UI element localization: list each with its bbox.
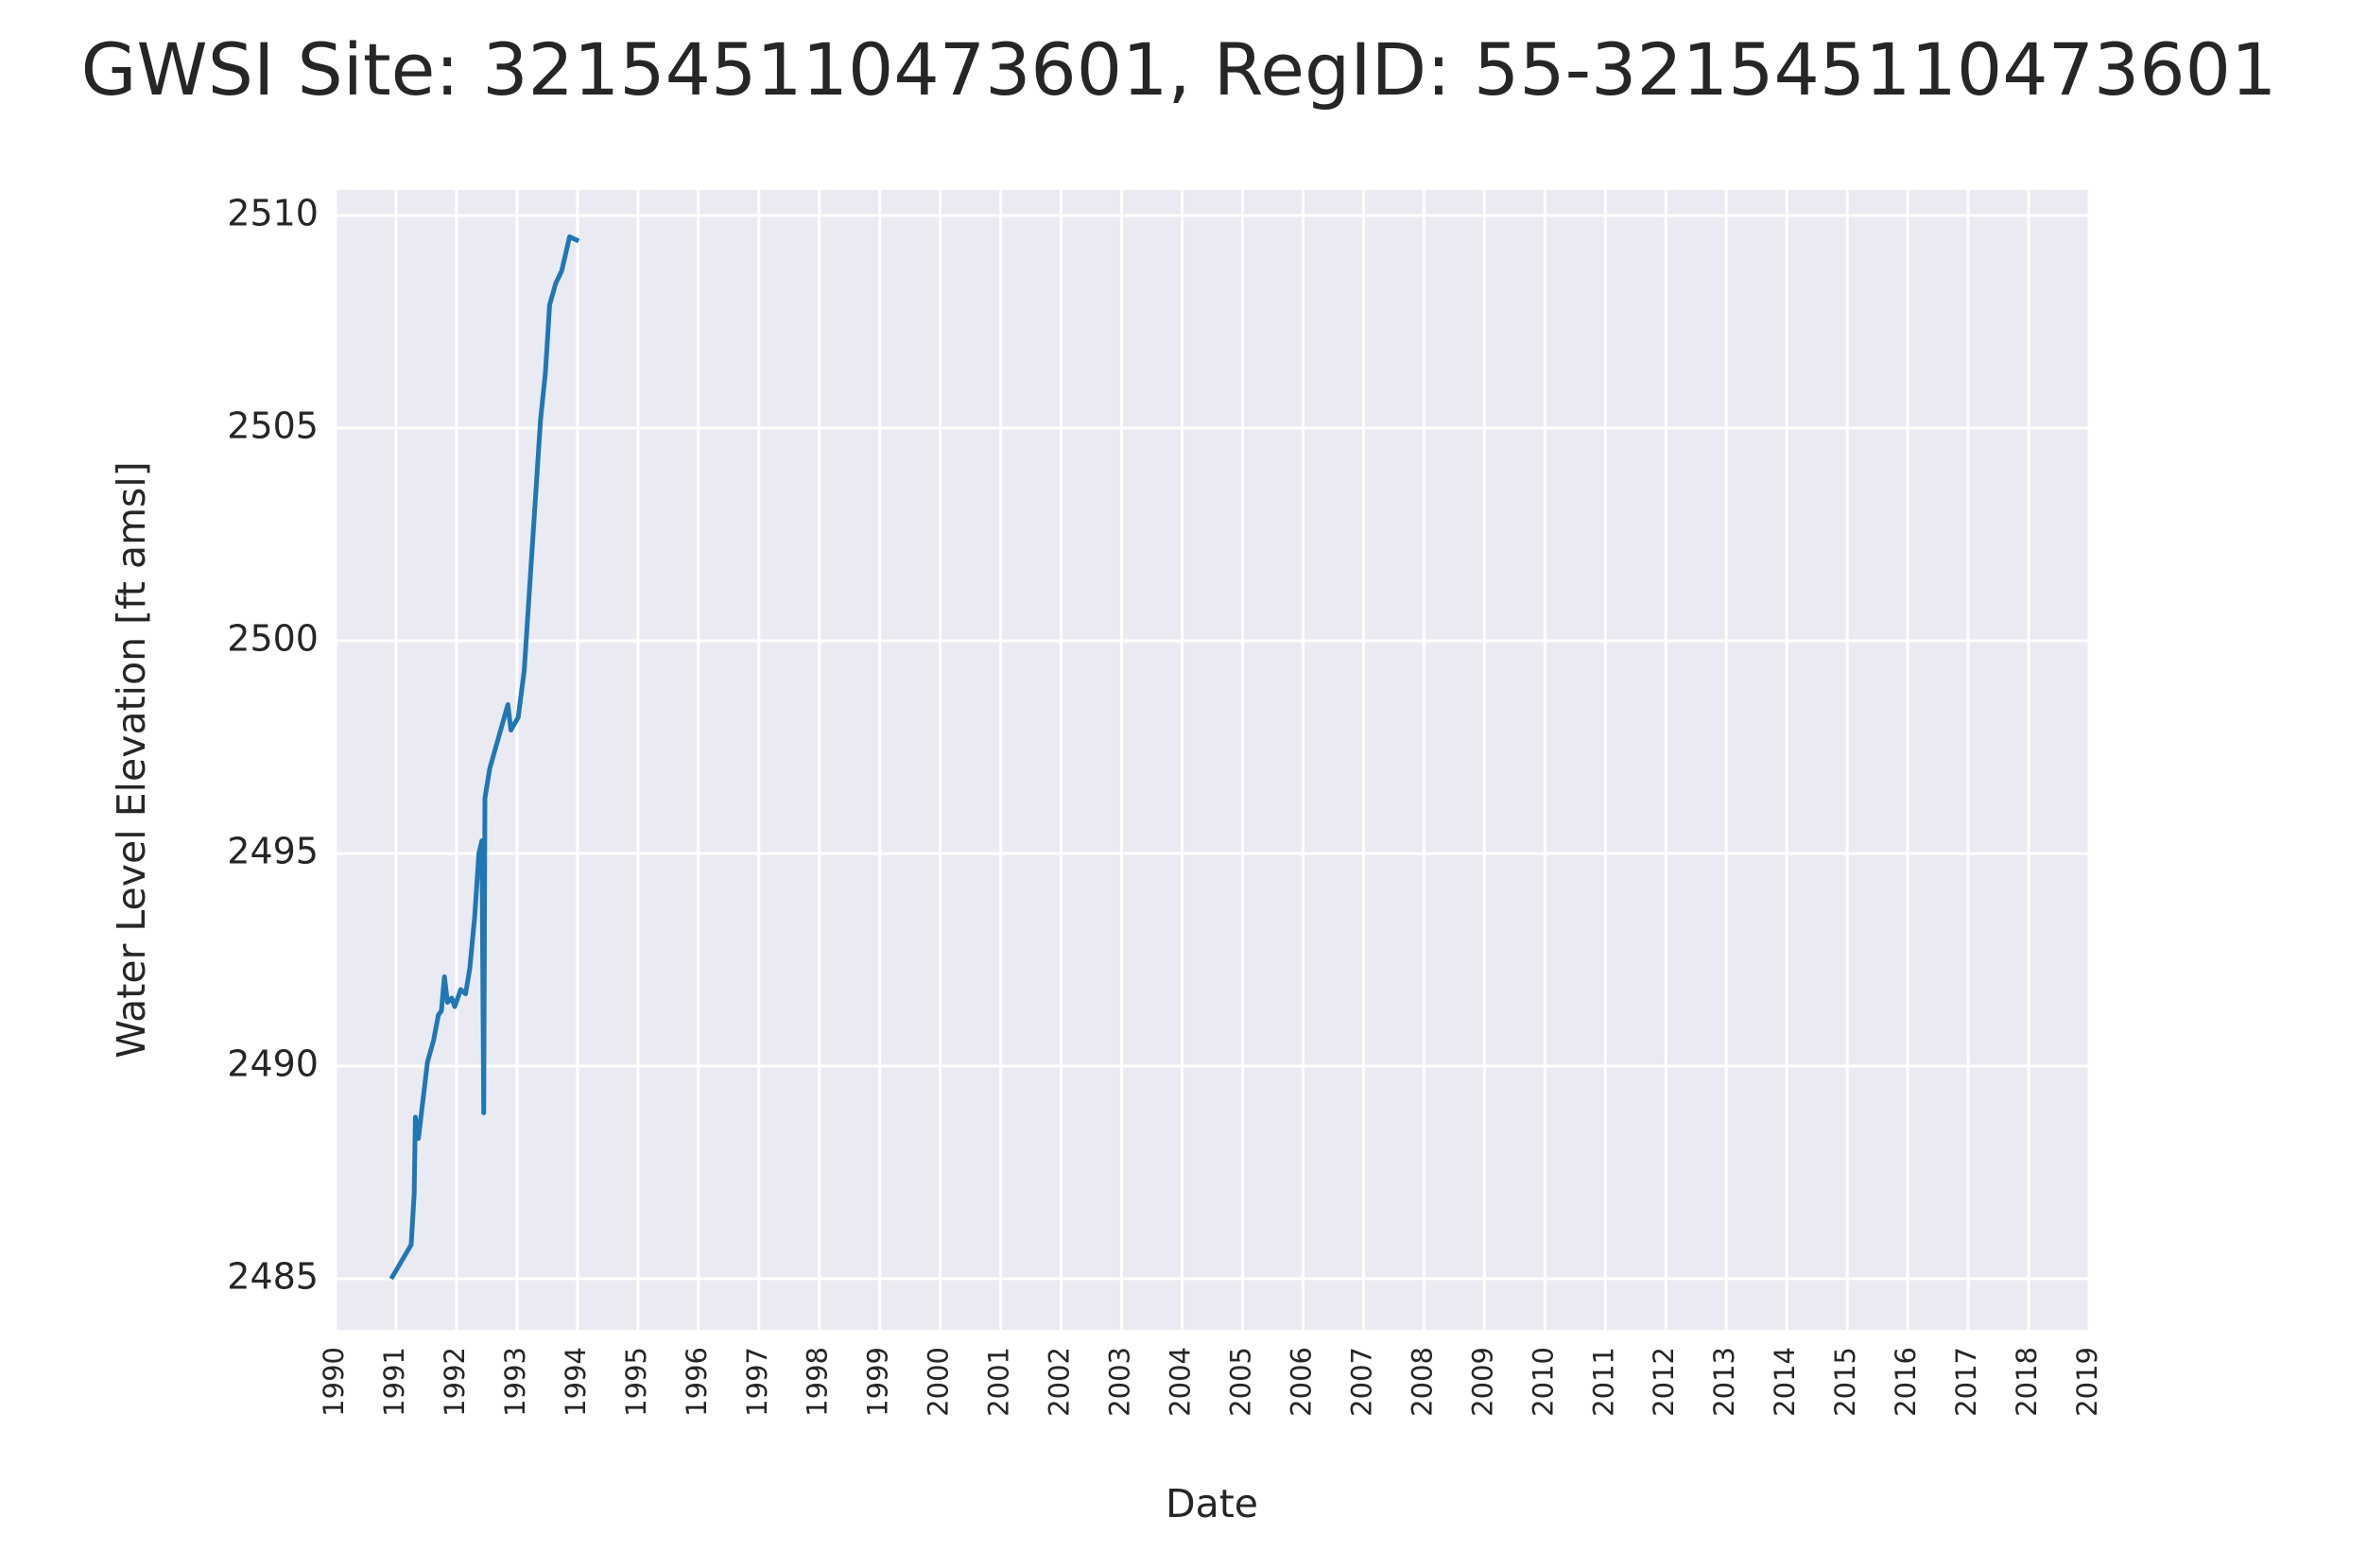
x-tick-label: 2015 [1829,1347,1861,1417]
x-tick-label: 2014 [1769,1347,1801,1417]
y-tick-label: 2485 [227,1256,319,1298]
x-tick-label: 1993 [499,1347,531,1417]
x-tick-label: 1997 [741,1347,773,1417]
y-tick-label: 2495 [227,831,319,872]
x-tick-label: 2017 [1950,1347,1982,1417]
x-tick-label: 2001 [983,1347,1015,1417]
y-tick-label: 2510 [227,193,319,234]
x-tick-label: 2005 [1224,1347,1256,1417]
y-tick-label: 2490 [227,1043,319,1085]
x-tick-label: 2008 [1406,1347,1438,1417]
x-tick-label: 2018 [2011,1347,2043,1417]
x-tick-label: 2012 [1648,1347,1680,1417]
x-tick-label: 2002 [1044,1347,1076,1417]
y-axis-label: Water Level Elevation [ft amsl] [109,461,154,1059]
x-tick-label: 2016 [1890,1347,1922,1417]
x-axis-label: Date [1166,1481,1258,1526]
x-tick-label: 1991 [378,1347,410,1417]
x-tick-label: 1994 [560,1347,592,1417]
x-tick-label: 1999 [862,1347,894,1417]
y-tick-label: 2505 [227,405,319,447]
x-tick-label: 1995 [620,1347,652,1417]
y-tick-label: 2500 [227,618,319,660]
x-tick-label: 2007 [1345,1347,1377,1417]
x-tick-label: 2013 [1708,1347,1740,1417]
x-tick-label: 1990 [318,1347,350,1417]
x-tick-label: 2019 [2071,1347,2103,1417]
x-tick-label: 2003 [1104,1347,1136,1417]
data-line [389,234,580,1281]
plot-background [336,190,2089,1330]
x-tick-label: 1992 [439,1347,471,1417]
chart-title: GWSI Site: 321545110473601, RegID: 55-32… [81,27,2277,112]
x-tick-label: 2000 [923,1347,955,1417]
x-tick-label: 2004 [1165,1347,1197,1417]
x-tick-label: 2006 [1285,1347,1317,1417]
x-tick-label: 1996 [681,1347,713,1417]
x-tick-label: 2011 [1587,1347,1619,1417]
x-tick-label: 1998 [802,1347,834,1417]
x-tick-label: 2010 [1527,1347,1559,1417]
x-tick-label: 2009 [1466,1347,1498,1417]
